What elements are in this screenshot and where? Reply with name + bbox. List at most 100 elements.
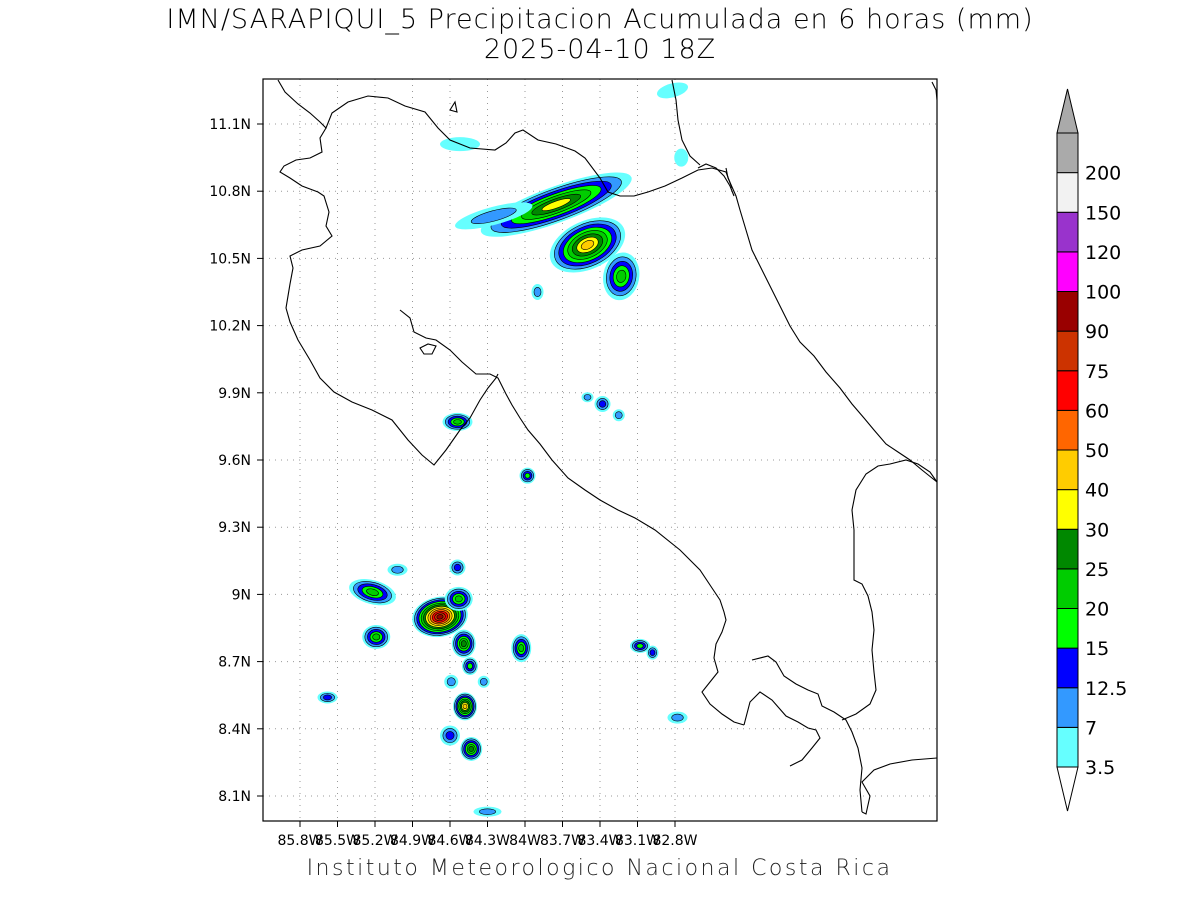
contour-line (518, 644, 525, 653)
contour-line (616, 269, 627, 283)
contour-line (466, 744, 476, 754)
contour-line (445, 414, 470, 430)
contour-line (479, 677, 488, 686)
contour-line (453, 563, 462, 572)
colorbar-label: 12.5 (1085, 678, 1127, 700)
contour-band (391, 566, 404, 574)
contour-line (454, 595, 463, 603)
lon-tick-label: 84.3W (465, 833, 510, 849)
contour-line (648, 647, 657, 658)
contour-line (468, 746, 474, 752)
contour-line (463, 740, 480, 758)
colorbar-swatch (1056, 489, 1079, 530)
colorbar-swatch (1056, 449, 1079, 491)
colorbar-swatch (1056, 172, 1079, 213)
colorbar-label: 30 (1085, 519, 1109, 541)
lat-tick-label: 9.6N (218, 453, 251, 469)
precip-cell (349, 579, 396, 606)
contour-line (449, 590, 468, 607)
lon-tick-label: 84.9W (390, 833, 435, 849)
contour-band (436, 614, 444, 620)
contour-line (461, 702, 469, 711)
colorbar-label: 75 (1085, 361, 1109, 383)
lon-tick-label: 82.8W (652, 833, 697, 849)
lon-tick-label: 83.4W (577, 833, 622, 849)
contour-line (467, 662, 473, 670)
caribbean-coast (725, 167, 937, 483)
precip-cell (387, 563, 408, 576)
nicoya-gulf (399, 309, 745, 726)
precip-cell (519, 467, 536, 484)
colorbar-swatch (1056, 647, 1079, 689)
colorbar-label: 3.5 (1085, 757, 1115, 779)
contour-band (372, 633, 380, 641)
credit-line: Instituto Meteorologico Nacional Costa R… (306, 856, 893, 881)
contour-line (596, 398, 609, 410)
contour-band (650, 649, 655, 656)
contour-line (427, 607, 453, 626)
contour-line (533, 287, 542, 297)
colorbar-swatch (1056, 211, 1079, 253)
precipitation-field (317, 82, 689, 817)
contour-line (516, 641, 526, 655)
lat-tick-label: 8.7N (218, 655, 251, 671)
contour-band (671, 714, 684, 722)
precip-cell (453, 692, 477, 721)
coastline-and-borders (277, 79, 937, 815)
contour-line (459, 700, 471, 713)
contour-line (457, 635, 471, 652)
colorbar-label: 150 (1085, 202, 1121, 224)
contour-line (563, 226, 612, 263)
lat-tick-label: 10.8N (209, 184, 251, 200)
contour-line (446, 677, 456, 687)
contour-line (511, 185, 602, 225)
contour-line (364, 626, 388, 648)
precip-cell (630, 638, 650, 653)
lon-tick-label: 84.6W (427, 833, 472, 849)
contour-line (649, 649, 656, 656)
contour-line (460, 640, 467, 648)
contour-line (500, 180, 612, 229)
contour-line (463, 658, 477, 674)
precip-cell (581, 392, 594, 403)
lon-tick-label: 83.7W (540, 833, 585, 849)
precip-cell (444, 674, 459, 689)
lat-tick-label: 10.2N (209, 319, 251, 335)
precip-cell (549, 217, 626, 273)
lon-tick-label: 85.2W (352, 833, 397, 849)
contour-band (467, 663, 473, 669)
contour-band (366, 588, 379, 596)
lat-tick-label: 8.1N (218, 789, 251, 805)
colorbar-label: 50 (1085, 440, 1109, 462)
contour-band (599, 400, 606, 408)
contour-line (367, 629, 386, 645)
precip-cell (451, 629, 476, 658)
contour-line (372, 633, 381, 641)
contour-band (518, 644, 524, 652)
contour-line (357, 583, 388, 601)
contour-line (418, 601, 462, 633)
contour-line (458, 698, 472, 715)
contour-line (420, 602, 460, 631)
contour-line (462, 703, 468, 710)
contour-band (453, 419, 462, 425)
contour-line (455, 695, 475, 718)
contour-band (525, 473, 530, 479)
contour-line (323, 694, 332, 701)
contour-line (541, 198, 571, 212)
precip-cell (646, 645, 659, 660)
contour-line (455, 633, 473, 654)
contour-line (567, 230, 608, 260)
colorbar-legend: 3.5 7 12.5 15 20 25 30 40 50 60 75 90 100 120 150 200 (1056, 88, 1127, 812)
panama-border (841, 459, 937, 721)
colorbar-swatch (1056, 687, 1079, 728)
contour-line (320, 692, 335, 702)
contour-line (512, 636, 530, 660)
chira-island (419, 343, 437, 355)
precip-cell (480, 172, 632, 237)
colorbar-label: 7 (1085, 717, 1097, 739)
contour-band (656, 82, 689, 99)
contour-line (612, 265, 630, 288)
colorbar-swatch (1056, 528, 1079, 570)
